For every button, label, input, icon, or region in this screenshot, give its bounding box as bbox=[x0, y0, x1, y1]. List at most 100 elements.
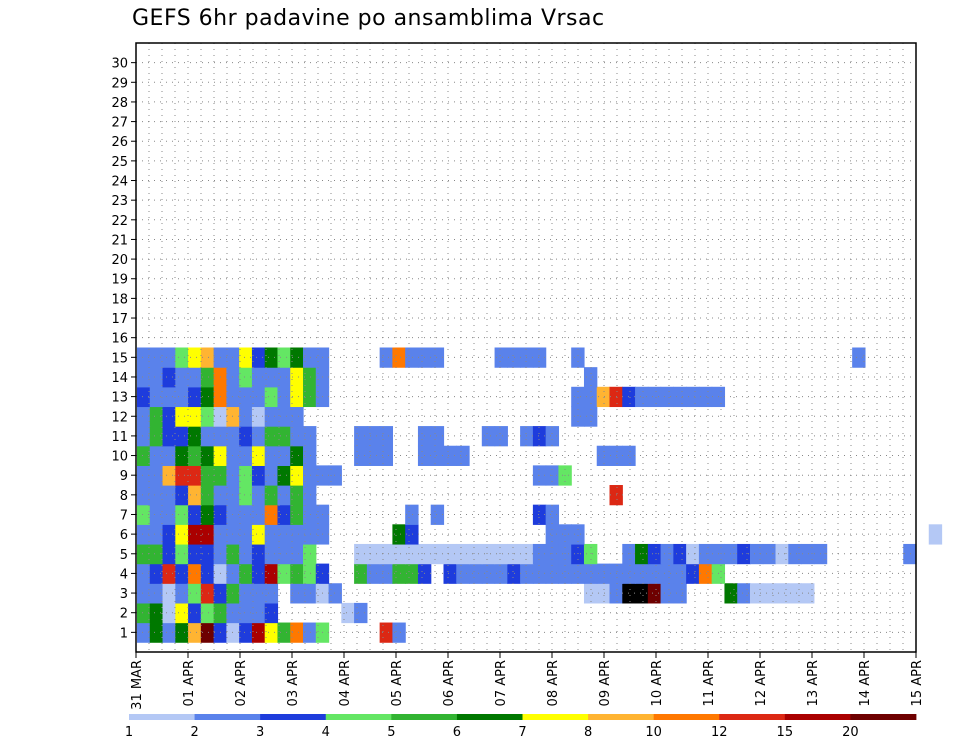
heatmap-cell bbox=[686, 386, 700, 408]
heatmap-cell bbox=[545, 504, 560, 525]
heatmap-cell bbox=[162, 386, 176, 408]
heatmap-cell bbox=[303, 445, 317, 466]
heatmap-cell bbox=[392, 563, 406, 584]
heatmap-cell bbox=[635, 543, 649, 565]
heatmap-cell bbox=[162, 622, 176, 643]
heatmap-cell bbox=[149, 406, 164, 427]
heatmap-cell bbox=[251, 583, 266, 604]
heatmap-cell bbox=[264, 504, 279, 525]
colorbar: 1 2 3 4 5 6 7 8 10 12 15 20 bbox=[125, 714, 917, 740]
colorbar-swatch bbox=[850, 714, 917, 720]
colorbar-swatch bbox=[653, 714, 720, 720]
heatmap-cell bbox=[149, 583, 164, 604]
x-tick-label: 13 APR bbox=[806, 660, 821, 706]
heatmap-cell bbox=[583, 386, 598, 408]
heatmap-cell bbox=[264, 445, 279, 466]
heatmap-cell bbox=[239, 406, 253, 427]
heatmap-cell bbox=[277, 406, 291, 427]
y-tick-label: 20 bbox=[111, 253, 128, 268]
heatmap-cell bbox=[596, 583, 611, 604]
heatmap-cell bbox=[264, 485, 279, 506]
heatmap-cell bbox=[162, 602, 176, 624]
y-tick-label: 21 bbox=[111, 233, 128, 248]
heatmap-cell bbox=[162, 485, 176, 506]
heatmap-cell bbox=[277, 426, 291, 447]
x-tick-label: 02 APR bbox=[234, 660, 249, 706]
heatmap-cell bbox=[251, 445, 266, 466]
colorbar-swatch bbox=[522, 714, 589, 720]
heatmap-cell bbox=[188, 367, 202, 388]
heatmap-cell bbox=[366, 445, 381, 466]
heatmap-cell bbox=[264, 386, 279, 408]
y-tick-label: 30 bbox=[111, 57, 128, 72]
heatmap-cell bbox=[673, 563, 687, 584]
heatmap-cell bbox=[405, 563, 419, 584]
y-tick-label: 13 bbox=[111, 391, 128, 406]
heatmap-cell bbox=[379, 426, 394, 447]
x-tick-label: 09 APR bbox=[598, 660, 613, 706]
heatmap-cell bbox=[200, 465, 215, 486]
heatmap-cell bbox=[583, 543, 598, 565]
colorbar-label: 7 bbox=[518, 725, 526, 740]
colorbar-swatch bbox=[260, 714, 327, 720]
heatmap-cell bbox=[532, 563, 547, 584]
heatmap-cell bbox=[175, 504, 189, 525]
heatmap-cell bbox=[239, 465, 253, 486]
heatmap-cell bbox=[188, 563, 202, 584]
heatmap-cell bbox=[341, 602, 355, 624]
heatmap-cell bbox=[239, 485, 253, 506]
heatmap-cell bbox=[379, 622, 394, 643]
heatmap-cell bbox=[379, 543, 394, 565]
heatmap-cell bbox=[405, 347, 419, 368]
heatmap-cell bbox=[788, 583, 802, 604]
heatmap-cell bbox=[673, 386, 687, 408]
y-tick-label: 29 bbox=[111, 76, 128, 91]
heatmap-cell bbox=[366, 563, 381, 584]
heatmap-cell bbox=[239, 622, 253, 643]
heatmap-cell bbox=[239, 524, 253, 545]
heatmap-cell bbox=[162, 563, 176, 584]
heatmap-cell bbox=[290, 563, 304, 584]
heatmap-cell bbox=[264, 426, 279, 447]
heatmap-cell bbox=[583, 367, 598, 388]
heatmap-cell bbox=[481, 563, 496, 584]
y-tick-label: 9 bbox=[120, 469, 128, 484]
heatmap-cell bbox=[903, 543, 917, 565]
heatmap-cell bbox=[251, 465, 266, 486]
colorbar-label: 1 bbox=[125, 725, 133, 740]
heatmap-cell bbox=[137, 485, 151, 506]
heatmap-cell bbox=[137, 563, 151, 584]
heatmap-cell bbox=[660, 543, 674, 565]
heatmap-cell bbox=[149, 426, 164, 447]
heatmap-cell bbox=[660, 563, 674, 584]
heatmap-cell bbox=[137, 347, 151, 368]
heatmap-cell bbox=[558, 563, 572, 584]
colorbar-swatch bbox=[588, 714, 655, 720]
heatmap-cell bbox=[724, 583, 738, 604]
x-tick-label: 12 APR bbox=[754, 660, 769, 706]
heatmap-cell bbox=[137, 504, 151, 525]
y-tick-label: 8 bbox=[120, 489, 128, 504]
heatmap-cell bbox=[251, 406, 266, 427]
colorbar-label: 4 bbox=[322, 725, 330, 740]
heatmap-cell bbox=[226, 347, 240, 368]
heatmap-cell bbox=[200, 367, 215, 388]
heatmap-cell bbox=[175, 563, 189, 584]
heatmap-cell bbox=[239, 426, 253, 447]
heatmap-cell bbox=[264, 406, 279, 427]
heatmap-cell bbox=[469, 543, 483, 565]
heatmap-cell bbox=[354, 543, 368, 565]
heatmap-cell bbox=[303, 563, 317, 584]
heatmap-cell bbox=[175, 524, 189, 545]
colorbar-swatch bbox=[784, 714, 851, 720]
heatmap-cell bbox=[264, 347, 279, 368]
heatmap-cell bbox=[175, 583, 189, 604]
colorbar-label: 3 bbox=[256, 725, 264, 740]
heatmap-cell bbox=[162, 543, 176, 565]
heatmap-cell bbox=[379, 445, 394, 466]
colorbar-label: 10 bbox=[645, 725, 662, 740]
colorbar-swatch bbox=[194, 714, 261, 720]
heatmap-cell bbox=[200, 406, 215, 427]
heatmap-cell bbox=[545, 563, 560, 584]
heatmap-cell bbox=[558, 524, 572, 545]
